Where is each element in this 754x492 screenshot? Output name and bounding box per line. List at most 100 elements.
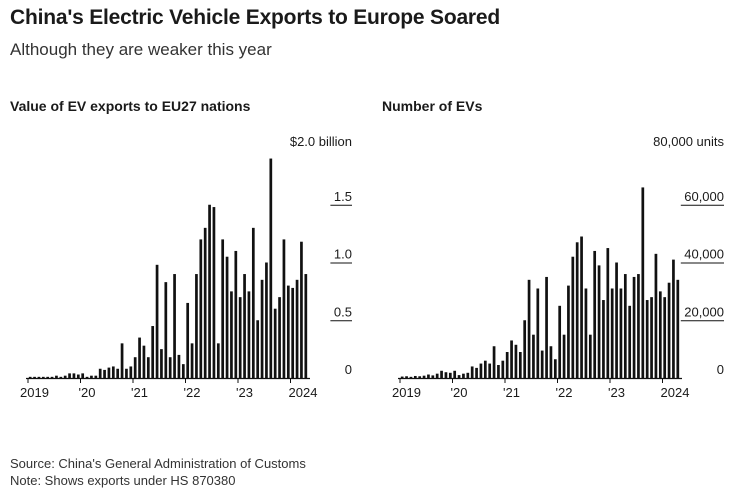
bar [33,376,36,378]
bar [155,264,159,378]
bar [243,274,246,378]
bar [418,376,422,378]
bar [510,340,513,378]
chart-title: China's Electric Vehicle Exports to Euro… [10,6,501,29]
bar [107,367,111,378]
x-tick-label: '22 [556,385,573,400]
bar [46,376,50,378]
footnote: Note: Shows exports under HS 870380 [10,473,236,488]
bar [146,357,150,378]
y-tick-label: 60,000 [684,189,724,204]
bar [440,370,443,378]
bar [597,265,601,378]
bar [81,373,85,378]
bar [85,376,89,378]
bar [492,346,496,378]
bar [151,326,155,378]
x-tick-label: '21 [131,385,148,400]
bar [116,368,120,378]
bar [658,291,662,379]
bar [505,352,509,378]
bar [216,343,220,378]
left-panel-title: Value of EV exports to EU27 nations [10,98,251,114]
bar [63,375,67,378]
bar [138,337,141,378]
bar [475,367,478,378]
bar [567,285,570,378]
bar [619,288,623,378]
x-tick-label: '20 [451,385,468,400]
bar [55,375,58,378]
bar [282,239,286,378]
bar [269,158,273,378]
bar [37,376,41,378]
bar [667,282,671,378]
y-tick-label: 40,000 [684,247,724,262]
bar [602,300,605,378]
bar [575,242,579,378]
bar [203,227,207,378]
bar [462,373,465,378]
bar [483,360,487,378]
bar [111,366,115,378]
bar [444,372,448,378]
bar [676,279,680,378]
bar [422,375,426,378]
bar [173,274,176,378]
bar [536,288,540,378]
bar [28,376,32,378]
bar [549,346,553,378]
x-tick-label: 2024 [661,385,690,400]
bar [400,376,404,378]
bar [628,305,632,378]
y-tick-label: 1.5 [334,189,352,204]
bar [300,241,303,378]
bar [435,373,439,378]
x-tick-label: 2024 [289,385,318,400]
y-tick-label: $2.0 billion [290,134,352,149]
y-tick-label: 0 [345,362,352,377]
bar [641,187,645,378]
units-chart: 0 20,000 40,000 60,000 80,000 units 2019 '20 '2… [392,134,724,400]
bar [514,344,518,378]
bar [540,350,544,378]
bar [304,274,308,378]
x-tick-label: '21 [503,385,520,400]
bar [409,376,413,378]
x-tick-label: 2019 [392,385,421,400]
bar [212,207,216,378]
bar [238,297,242,378]
bar [470,366,474,378]
bar [190,343,194,378]
bar [230,291,233,379]
bar [142,345,146,378]
x-tick-label: 2019 [20,385,49,400]
bar [256,320,260,378]
bar [59,376,63,378]
bar [453,370,457,378]
bar [94,375,98,378]
bar [571,256,575,378]
bar [623,274,627,378]
bar [488,363,492,378]
y-tick-label: 80,000 units [653,134,724,149]
bar [295,279,299,378]
bar [479,363,483,378]
bar [234,250,238,378]
bar [588,334,592,378]
bar [221,239,225,378]
bar [650,297,653,378]
y-tick-label: 20,000 [684,304,724,319]
bar [606,248,610,378]
y-tick-label: 0.5 [334,304,352,319]
bar [654,253,658,378]
bar [431,375,435,378]
bar [68,373,71,378]
bar [405,376,408,378]
x-tick-label: '20 [79,385,96,400]
y-tick-label: 1.0 [334,247,352,262]
right-panel-title: Number of EVs [382,98,483,114]
bar [273,308,277,378]
bar [501,360,505,378]
bar [291,287,295,378]
